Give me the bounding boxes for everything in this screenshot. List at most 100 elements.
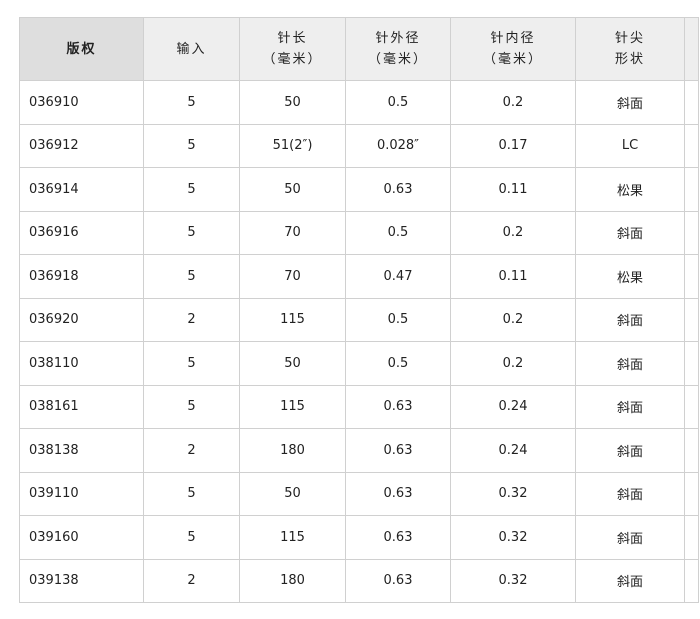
table-cell-empty [684, 341, 699, 386]
table-cell-empty [684, 210, 699, 255]
table-cell: 0.47 [345, 254, 451, 299]
table-cell: 50 [239, 80, 346, 125]
header-label: 输入 [176, 41, 207, 57]
table-cell: 斜面 [575, 558, 685, 603]
table-cell: 0.2 [450, 210, 576, 255]
table-cell-empty [684, 384, 699, 429]
table-cell: 50 [239, 471, 346, 516]
table-cell: 0.32 [450, 471, 576, 516]
table-cell: 0.11 [450, 167, 576, 212]
table-cell: 036920 [19, 297, 144, 342]
table-cell: 038110 [19, 341, 144, 386]
table-row: 038161 5 115 0.63 0.24 斜面 [19, 384, 699, 429]
table-cell: 斜面 [575, 80, 685, 125]
table-cell-empty [684, 80, 699, 125]
table-cell: 039160 [19, 515, 144, 560]
table-cell: 0.32 [450, 558, 576, 603]
header-label: 版权 [66, 41, 97, 57]
table-cell: 5 [143, 471, 240, 516]
table-cell: 50 [239, 167, 346, 212]
table-cell: 036912 [19, 123, 144, 168]
table-cell: 0.17 [450, 123, 576, 168]
needle-spec-table: 版权 输入 针长 （毫米） 针外径 （毫米） 针内径 （毫米） 针尖 形状 036910 5 50 0.… [19, 17, 699, 603]
table-cell: 0.2 [450, 297, 576, 342]
table-cell: 5 [143, 80, 240, 125]
table-cell: 5 [143, 384, 240, 429]
table-cell: 2 [143, 558, 240, 603]
table-row: 036916 5 70 0.5 0.2 斜面 [19, 210, 699, 255]
table-cell: 038138 [19, 428, 144, 473]
table-cell: 5 [143, 167, 240, 212]
table-cell: 0.63 [345, 515, 451, 560]
header-label: 针尖 [614, 31, 645, 46]
table-cell: 0.5 [345, 210, 451, 255]
table-cell: 松果 [575, 254, 685, 299]
table-cell: 0.63 [345, 428, 451, 473]
table-cell: 5 [143, 210, 240, 255]
table-cell: 036916 [19, 210, 144, 255]
table-cell: 0.5 [345, 297, 451, 342]
table-cell: 0.2 [450, 341, 576, 386]
table-cell: 51(2″) [239, 123, 346, 168]
table-cell: 5 [143, 254, 240, 299]
table-cell: 180 [239, 428, 346, 473]
table-cell: 斜面 [575, 515, 685, 560]
column-header: 针内径 （毫米） [450, 17, 576, 81]
table-cell: 036910 [19, 80, 144, 125]
table-cell: 70 [239, 254, 346, 299]
table-cell: 039138 [19, 558, 144, 603]
column-header: 版权 [19, 17, 144, 81]
table-cell: 0.63 [345, 471, 451, 516]
header-label: 针长 [277, 31, 308, 46]
column-header: 针尖 形状 [575, 17, 685, 81]
table-cell: 039110 [19, 471, 144, 516]
header-label: 针外径 [375, 31, 421, 46]
table-cell: 036914 [19, 167, 144, 212]
table-cell: 115 [239, 384, 346, 429]
table-cell: 斜面 [575, 341, 685, 386]
header-label: （毫米） [262, 52, 323, 67]
table-cell-empty [684, 297, 699, 342]
table-cell: 松果 [575, 167, 685, 212]
column-header: 针长 （毫米） [239, 17, 346, 81]
table-cell: 115 [239, 515, 346, 560]
header-label: （毫米） [367, 52, 428, 67]
table-cell: 2 [143, 297, 240, 342]
table-cell: 180 [239, 558, 346, 603]
table-cell: 115 [239, 297, 346, 342]
table-cell: 036918 [19, 254, 144, 299]
table-row: 036912 5 51(2″) 0.028″ 0.17 LC [19, 123, 699, 168]
table-cell: 0.5 [345, 80, 451, 125]
column-header: 输入 [143, 17, 240, 81]
column-header: 针外径 （毫米） [345, 17, 451, 81]
table-cell: 0.028″ [345, 123, 451, 168]
table-row: 038110 5 50 0.5 0.2 斜面 [19, 341, 699, 386]
table-row: 036918 5 70 0.47 0.11 松果 [19, 254, 699, 299]
table-cell-empty [684, 428, 699, 473]
table-cell-empty [684, 471, 699, 516]
table-cell: 0.63 [345, 167, 451, 212]
table-cell: 0.63 [345, 384, 451, 429]
table-row: 039110 5 50 0.63 0.32 斜面 [19, 471, 699, 516]
table-cell: 斜面 [575, 384, 685, 429]
table-cell: 038161 [19, 384, 144, 429]
column-header [684, 17, 699, 81]
table-cell: 斜面 [575, 210, 685, 255]
table-cell-empty [684, 123, 699, 168]
table-cell-empty [684, 167, 699, 212]
header-label: 形状 [614, 52, 645, 67]
table-cell: 50 [239, 341, 346, 386]
table-cell: 0.32 [450, 515, 576, 560]
table-cell: 0.24 [450, 428, 576, 473]
table-cell: 0.63 [345, 558, 451, 603]
table-cell: 0.11 [450, 254, 576, 299]
table-row: 039160 5 115 0.63 0.32 斜面 [19, 515, 699, 560]
table-cell: 5 [143, 515, 240, 560]
table-row: 039138 2 180 0.63 0.32 斜面 [19, 558, 699, 603]
table-cell: 2 [143, 428, 240, 473]
table-cell-empty [684, 558, 699, 603]
table-cell: 0.5 [345, 341, 451, 386]
table-cell: 70 [239, 210, 346, 255]
table-row: 036910 5 50 0.5 0.2 斜面 [19, 80, 699, 125]
table-cell-empty [684, 254, 699, 299]
